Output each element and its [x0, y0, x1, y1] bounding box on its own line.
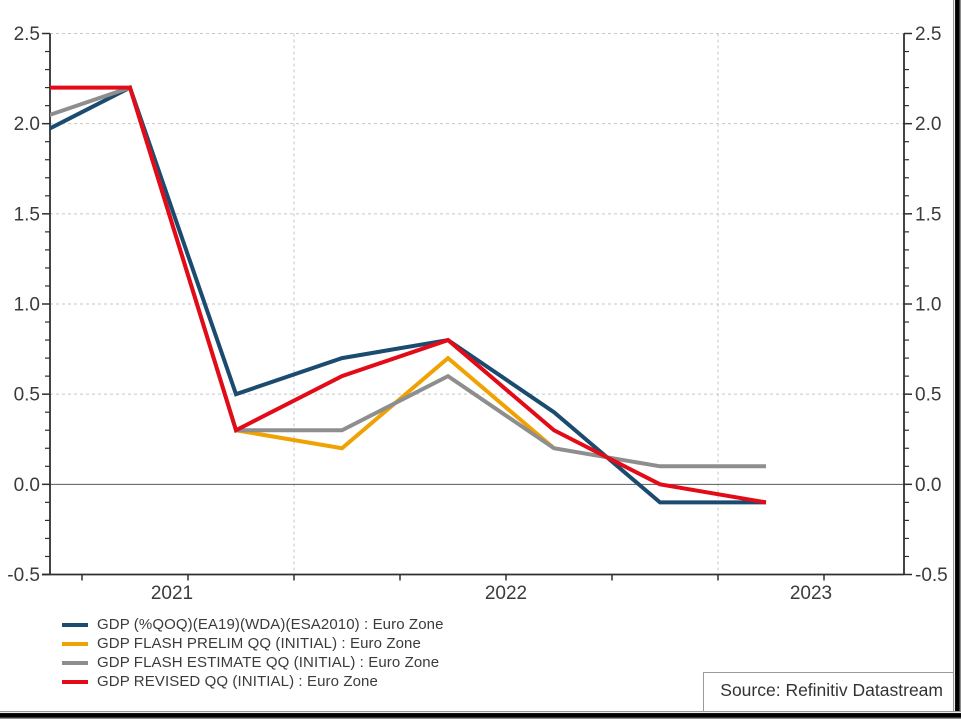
- series-line-3: [50, 85, 767, 505]
- y-tick-label-right: 0.0: [915, 475, 941, 496]
- y-tick-label-left: 2.5: [14, 24, 40, 45]
- legend-label: GDP REVISED QQ (INITIAL) : Euro Zone: [97, 673, 378, 690]
- series-group: [50, 84, 767, 505]
- legend-item: GDP FLASH PRELIM QQ (INITIAL) : Euro Zon…: [62, 634, 444, 653]
- y-tick-label-left: 2.0: [14, 114, 40, 135]
- y-tick-label-right: 2.0: [915, 114, 941, 135]
- legend-swatch: [62, 622, 88, 627]
- legend-item: GDP REVISED QQ (INITIAL) : Euro Zone: [62, 672, 444, 691]
- x-year-label: 2021: [151, 583, 193, 604]
- legend-item: GDP (%QOQ)(EA19)(WDA)(ESA2010) : Euro Zo…: [62, 615, 444, 634]
- legend-label: GDP (%QOQ)(EA19)(WDA)(ESA2010) : Euro Zo…: [97, 616, 444, 633]
- y-tick-label-left: 1.5: [14, 204, 40, 225]
- legend: GDP (%QOQ)(EA19)(WDA)(ESA2010) : Euro Zo…: [62, 615, 444, 691]
- x-year-label: 2022: [485, 583, 527, 604]
- legend-label: GDP FLASH PRELIM QQ (INITIAL) : Euro Zon…: [97, 635, 421, 652]
- y-tick-label-right: 1.5: [915, 204, 941, 225]
- legend-swatch: [62, 641, 88, 646]
- y-tick-label-left: 1.0: [14, 295, 40, 316]
- series-line-0: [50, 84, 766, 505]
- x-year-label: 2023: [790, 583, 832, 604]
- y-tick-label-right: 2.5: [915, 24, 941, 45]
- legend-swatch: [62, 679, 88, 684]
- window-border-bottom: [0, 711, 961, 719]
- y-tick-label-right: -0.5: [915, 565, 948, 586]
- legend-label: GDP FLASH ESTIMATE QQ (INITIAL) : Euro Z…: [97, 654, 440, 671]
- source-label: Source: Refinitiv Datastream: [703, 672, 953, 711]
- y-tick-label-left: -0.5: [7, 565, 40, 586]
- y-tick-label-left: 0.5: [14, 385, 40, 406]
- source-text: Source: Refinitiv Datastream: [720, 680, 943, 700]
- window-border-right: [953, 0, 961, 719]
- y-tick-label-right: 0.5: [915, 385, 941, 406]
- y-tick-label-left: 0.0: [14, 475, 40, 496]
- legend-item: GDP FLASH ESTIMATE QQ (INITIAL) : Euro Z…: [62, 653, 444, 672]
- legend-swatch: [62, 660, 88, 665]
- y-tick-label-right: 1.0: [915, 295, 941, 316]
- series-line-2: [50, 85, 766, 469]
